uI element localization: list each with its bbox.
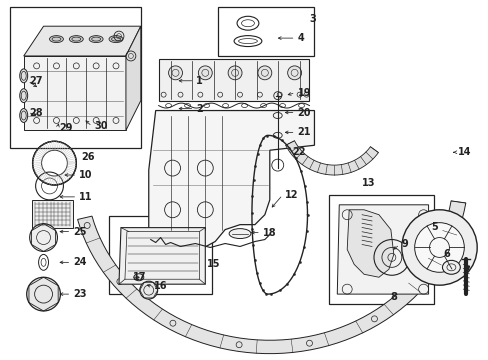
Text: 13: 13 xyxy=(361,178,375,188)
Text: 19: 19 xyxy=(297,88,310,98)
Text: 2: 2 xyxy=(196,104,203,113)
Text: 17: 17 xyxy=(133,272,146,282)
Circle shape xyxy=(198,66,212,80)
Text: 24: 24 xyxy=(73,257,87,267)
Text: 16: 16 xyxy=(153,281,167,291)
Polygon shape xyxy=(148,111,314,249)
Ellipse shape xyxy=(20,109,28,122)
Ellipse shape xyxy=(89,36,103,42)
Bar xyxy=(218,7,314,56)
Text: 11: 11 xyxy=(79,192,93,202)
Polygon shape xyxy=(24,56,126,130)
Text: 4: 4 xyxy=(297,33,304,43)
Text: 9: 9 xyxy=(401,239,407,249)
Text: 3: 3 xyxy=(309,14,316,24)
Polygon shape xyxy=(346,210,393,277)
Text: 29: 29 xyxy=(60,123,73,134)
Circle shape xyxy=(287,66,301,80)
Text: 12: 12 xyxy=(284,190,298,200)
Circle shape xyxy=(27,277,61,311)
Text: 7: 7 xyxy=(462,266,469,276)
Circle shape xyxy=(414,223,463,272)
Polygon shape xyxy=(119,228,205,284)
Circle shape xyxy=(257,66,271,80)
Circle shape xyxy=(30,224,57,251)
Polygon shape xyxy=(337,205,427,294)
Text: 10: 10 xyxy=(79,170,93,180)
Ellipse shape xyxy=(49,36,63,42)
Text: 14: 14 xyxy=(457,147,471,157)
Text: 1: 1 xyxy=(196,76,203,86)
Text: 30: 30 xyxy=(94,121,107,131)
Polygon shape xyxy=(126,26,141,130)
Text: 25: 25 xyxy=(73,226,87,237)
Text: 21: 21 xyxy=(297,127,310,138)
Polygon shape xyxy=(158,59,309,100)
Ellipse shape xyxy=(442,260,459,274)
Text: 20: 20 xyxy=(297,108,310,117)
Ellipse shape xyxy=(20,89,28,103)
Polygon shape xyxy=(24,26,141,56)
Text: 26: 26 xyxy=(81,152,95,162)
Circle shape xyxy=(228,66,242,80)
Text: 5: 5 xyxy=(431,222,437,231)
Bar xyxy=(32,200,73,228)
Ellipse shape xyxy=(109,36,122,42)
Text: 23: 23 xyxy=(73,289,87,299)
Ellipse shape xyxy=(20,69,28,83)
Text: 15: 15 xyxy=(207,259,221,269)
Text: 22: 22 xyxy=(292,147,305,157)
Circle shape xyxy=(140,281,157,299)
Text: 18: 18 xyxy=(263,228,276,238)
Ellipse shape xyxy=(69,36,83,42)
Circle shape xyxy=(401,210,476,285)
Bar xyxy=(328,195,433,304)
Text: 8: 8 xyxy=(390,292,397,302)
Polygon shape xyxy=(78,201,465,354)
Ellipse shape xyxy=(229,229,250,239)
Text: 27: 27 xyxy=(30,76,43,86)
Bar xyxy=(10,7,141,148)
Polygon shape xyxy=(285,141,378,175)
Bar xyxy=(109,216,212,294)
Text: 6: 6 xyxy=(443,249,449,260)
Text: 28: 28 xyxy=(30,108,43,117)
Circle shape xyxy=(168,66,182,80)
